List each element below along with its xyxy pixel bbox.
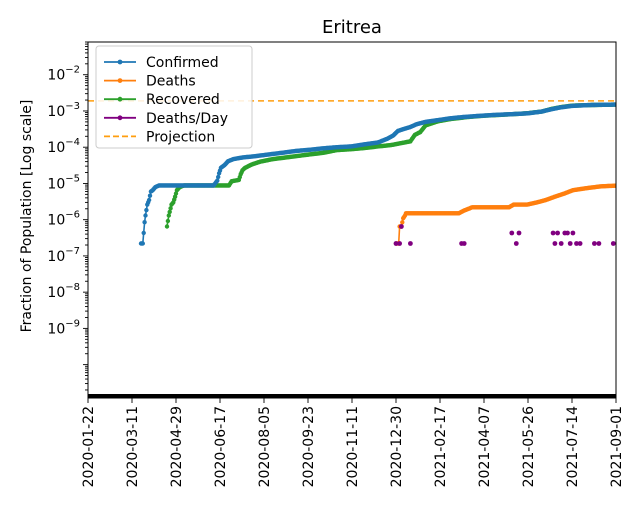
y-tick-base: 10: [47, 104, 65, 120]
x-tick-label: 2021-09-01: [609, 406, 625, 487]
x-tick-label: 2021-04-07: [477, 406, 493, 487]
legend: Confirmed Deaths Recovered Deaths/Day Projec…: [95, 45, 253, 149]
x-axis-zero-band: [88, 394, 616, 398]
legend-label-confirmed: Confirmed: [146, 55, 219, 71]
deaths-day-point: [565, 230, 570, 236]
x-tick-label: 2021-05-26: [521, 406, 537, 487]
deaths-day-point: [509, 230, 515, 236]
x-tick-label: 2020-04-29: [169, 406, 185, 487]
x-tick-label: 2021-07-14: [565, 406, 581, 487]
y-tick-label: 10−6: [47, 210, 80, 229]
deaths-day-point: [516, 230, 522, 236]
x-tick-label: 2020-03-11: [125, 406, 141, 487]
y-tick-label: 10−8: [47, 282, 80, 301]
y-tick-label: 10−7: [47, 246, 80, 265]
legend-marker-deaths-day: [117, 115, 123, 121]
deaths-day-point: [592, 241, 597, 246]
legend-label-deaths-day: Deaths/Day: [146, 111, 228, 127]
confirmed-point: [143, 213, 148, 218]
recovered-point: [168, 206, 173, 211]
deaths-day-point: [513, 241, 519, 246]
deaths-day-point: [397, 241, 402, 246]
y-tick-base: 10: [47, 285, 65, 301]
confirmed-point: [147, 193, 153, 198]
y-tick-base: 10: [47, 249, 65, 265]
deaths-point: [400, 220, 405, 225]
recovered-point: [173, 191, 179, 196]
deaths-day-point: [393, 241, 399, 246]
x-tick-label: 2021-02-17: [433, 406, 449, 487]
deaths-day-point: [399, 224, 404, 229]
x-tick-label: 2020-06-17: [213, 406, 229, 487]
deaths-day-point: [555, 230, 560, 236]
x-tick-label: 2020-11-11: [345, 406, 361, 487]
confirmed-point: [215, 178, 220, 183]
x-tick-label: 2020-08-05: [257, 406, 273, 487]
x-tick-label: 2020-01-22: [81, 406, 97, 487]
x-tick-label: 2020-12-30: [389, 406, 405, 487]
y-tick-label: 10−5: [47, 173, 80, 192]
confirmed-point: [613, 102, 616, 107]
y-tick-base: 10: [47, 321, 65, 337]
y-tick-exponent: −3: [65, 101, 80, 112]
recovered-point: [166, 213, 171, 218]
deaths-day-point: [577, 241, 583, 246]
recovered-point: [167, 209, 172, 215]
deaths-day-point: [408, 241, 413, 246]
deaths-day-point: [570, 230, 576, 236]
plot-area: [88, 100, 616, 246]
y-tick-base: 10: [47, 140, 65, 156]
recovered-point: [165, 218, 171, 224]
y-tick-label: 10−2: [47, 65, 80, 84]
confirmed-point: [216, 174, 221, 180]
deaths-day-point: [558, 241, 564, 246]
y-tick-exponent: −5: [65, 173, 80, 184]
y-tick-base: 10: [47, 176, 65, 192]
y-tick-label: 10−4: [47, 137, 80, 156]
deaths-day-point: [574, 241, 579, 246]
legend-label-projection: Projection: [146, 129, 215, 145]
legend-label-recovered: Recovered: [146, 92, 220, 108]
y-tick-exponent: −8: [65, 282, 80, 293]
y-tick-exponent: −9: [65, 318, 80, 329]
confirmed-point: [140, 241, 145, 246]
y-tick-label: 10−9: [47, 318, 80, 337]
legend-box: [95, 45, 253, 149]
chart-title: Eritrea: [322, 17, 382, 38]
deaths-day-point: [461, 241, 467, 246]
y-tick-exponent: −6: [65, 210, 80, 221]
deaths-day-point: [596, 241, 602, 246]
y-axis-label: Fraction of Population [Log scale]: [19, 100, 35, 333]
legend-marker-recovered: [117, 96, 123, 102]
recovered-point: [164, 224, 170, 229]
deaths-day-point: [552, 241, 558, 246]
y-tick-exponent: −7: [65, 246, 80, 257]
y-tick-base: 10: [47, 213, 65, 229]
y-tick-base: 10: [47, 68, 65, 84]
confirmed-point: [146, 197, 152, 203]
deaths-day-point: [567, 241, 573, 246]
deaths-day-point: [610, 241, 616, 246]
legend-marker-confirmed: [117, 59, 123, 65]
x-tick-label: 2020-09-23: [301, 406, 317, 487]
y-tick-exponent: −4: [65, 137, 80, 148]
confirmed-point: [142, 220, 147, 225]
confirmed-point: [141, 230, 146, 236]
deaths-day-point: [550, 230, 556, 236]
legend-label-deaths: Deaths: [146, 74, 196, 90]
legend-marker-deaths: [117, 78, 123, 83]
y-tick-exponent: −2: [65, 65, 80, 76]
confirmed-point: [144, 207, 149, 213]
y-tick-label: 10−3: [47, 101, 80, 120]
deaths-point: [613, 183, 616, 188]
